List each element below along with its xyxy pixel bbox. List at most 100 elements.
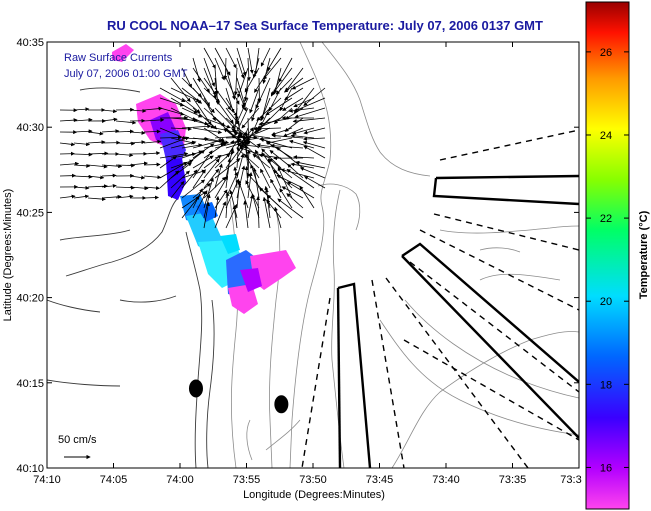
current-vector [87, 140, 106, 145]
current-vector [192, 97, 212, 126]
current-vector [87, 175, 105, 180]
current-vector [223, 57, 228, 80]
current-vector [289, 139, 315, 149]
current-vector [251, 193, 260, 219]
current-vector [270, 178, 282, 199]
y-tick-label: 40:35 [16, 37, 44, 49]
current-vector [73, 142, 91, 147]
current-vector [214, 57, 225, 81]
current-vector [192, 57, 201, 83]
colorbar-tick-label: 26 [600, 47, 612, 59]
current-vector [170, 180, 185, 199]
current-vector [262, 196, 271, 229]
y-tick-label: 40:30 [16, 122, 44, 134]
station-marker [274, 395, 289, 414]
y-axis-ticks: 40:35 40:30 40:25 40:20 40:15 40:10 [16, 37, 579, 475]
current-vector [181, 179, 206, 199]
current-vector [214, 107, 236, 129]
current-vector [279, 188, 293, 209]
current-vector [170, 117, 199, 123]
current-vector [115, 153, 134, 158]
current-vector [143, 106, 163, 111]
current-vector [243, 200, 249, 229]
current-vector [251, 97, 260, 122]
currents-legend-line2: July 07, 2006 01:00 GMT [64, 68, 188, 80]
current-vector [303, 127, 326, 135]
current-vector [247, 194, 254, 219]
current-vector [303, 176, 326, 189]
current-vector [192, 138, 223, 149]
current-vector [249, 87, 260, 114]
current-vector [236, 153, 245, 179]
current-vector [203, 177, 214, 209]
colorbar-tick-label: 20 [600, 296, 612, 308]
colorbar [585, 1, 630, 510]
current-vector [73, 107, 90, 112]
map-title: RU COOL NOAA–17 Sea Surface Temperature:… [107, 18, 543, 33]
current-vector [252, 57, 260, 79]
current-vector [256, 117, 282, 129]
current-vector [203, 77, 217, 96]
current-vector [260, 47, 271, 67]
current-vector [159, 136, 190, 149]
current-vector [170, 77, 191, 103]
survey-tracks [336, 174, 579, 468]
current-vector [87, 164, 108, 169]
current-vector [214, 201, 227, 229]
current-vector [258, 117, 293, 126]
station-marker [188, 379, 203, 398]
current-vector [303, 145, 326, 159]
current-vector [59, 194, 76, 199]
current-vector [244, 67, 260, 93]
current-vector [159, 135, 183, 140]
current-vector [277, 198, 304, 219]
current-vector [225, 47, 237, 69]
current-vector [295, 160, 326, 169]
current-vector [283, 77, 304, 93]
current-vector [192, 87, 215, 114]
x-tick-label: 74:00 [166, 474, 194, 486]
dashed-transects [301, 129, 579, 468]
x-axis-ticks: 74:10 74:05 74:00 73:55 73:50 73:45 73:40 73:35… [33, 42, 582, 486]
x-tick-label: 73:35 [499, 474, 527, 486]
current-vector [254, 67, 271, 93]
current-vector [170, 107, 197, 121]
current-vector [203, 117, 231, 129]
current-vector [192, 155, 214, 169]
current-vector [170, 87, 201, 102]
current-vector [115, 141, 136, 146]
current-vector [236, 47, 247, 77]
current-vector [143, 151, 161, 156]
current-vector [246, 57, 251, 82]
current-vector [263, 57, 282, 80]
current-vector [265, 97, 293, 116]
current-vector [203, 142, 228, 159]
currents-legend-line1: Raw Surface Currents [64, 52, 173, 64]
current-vector [294, 107, 326, 119]
current-vector [271, 133, 304, 139]
current-vector [73, 163, 91, 168]
current-vector [73, 117, 93, 122]
x-tick-label: 73:50 [299, 474, 327, 486]
current-vector [170, 170, 190, 189]
colorbar-ticks: 26 24 22 20 18 16 [586, 47, 629, 474]
current-vector [214, 97, 234, 124]
current-vector [274, 206, 282, 229]
colorbar-label: Temperature (°C) [638, 210, 650, 299]
current-vector [236, 97, 249, 125]
current-vector [214, 47, 231, 76]
x-tick-label: 73:3 [560, 474, 581, 486]
current-vector [271, 67, 293, 96]
current-vector [87, 151, 109, 156]
current-vector [59, 142, 76, 147]
current-vector [170, 126, 192, 131]
current-vector [159, 107, 185, 116]
current-vector [203, 137, 230, 145]
current-vector [214, 87, 232, 111]
current-vector [115, 163, 136, 168]
current-vector [242, 135, 249, 169]
current-vector [181, 150, 203, 159]
current-vector [143, 175, 162, 180]
current-vector [181, 169, 198, 189]
